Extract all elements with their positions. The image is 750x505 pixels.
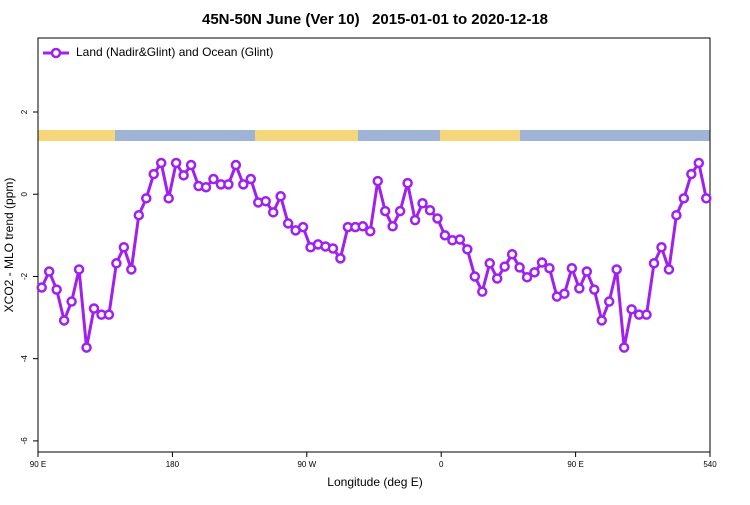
legend-marker bbox=[50, 47, 62, 59]
point bbox=[223, 179, 234, 190]
point bbox=[477, 286, 488, 297]
point bbox=[357, 221, 369, 232]
x-tick-label: 540 bbox=[703, 460, 717, 469]
point bbox=[566, 262, 578, 274]
point bbox=[626, 304, 637, 315]
point bbox=[671, 209, 682, 221]
point bbox=[282, 218, 294, 229]
point bbox=[275, 191, 286, 202]
point bbox=[439, 230, 451, 241]
point bbox=[574, 283, 585, 294]
point bbox=[81, 342, 92, 353]
point bbox=[141, 193, 152, 204]
point bbox=[58, 315, 70, 326]
point bbox=[618, 342, 630, 353]
point bbox=[335, 253, 346, 264]
point bbox=[589, 284, 600, 295]
legend-label: Land (Nadir&Glint) and Ocean (Glint) bbox=[76, 45, 273, 59]
map-strip bbox=[38, 130, 710, 141]
point bbox=[387, 221, 398, 232]
point bbox=[155, 157, 167, 169]
plot-frame bbox=[37, 37, 711, 453]
point bbox=[402, 177, 413, 189]
y-tick-label: -2 bbox=[20, 272, 29, 280]
point bbox=[544, 262, 555, 274]
point bbox=[126, 264, 137, 275]
point bbox=[462, 244, 473, 255]
point bbox=[185, 159, 197, 171]
point bbox=[693, 157, 705, 169]
point bbox=[238, 179, 249, 190]
y-tick-label: 0 bbox=[20, 191, 29, 196]
point bbox=[484, 258, 495, 269]
x-tick-label: 90 E bbox=[30, 460, 46, 469]
point bbox=[521, 272, 533, 283]
point bbox=[514, 262, 525, 273]
point bbox=[111, 258, 122, 269]
point bbox=[267, 207, 279, 218]
point bbox=[656, 242, 667, 253]
point bbox=[148, 168, 159, 180]
point bbox=[36, 282, 47, 293]
y-axis-label: XCO2 - MLO trend (ppm) bbox=[2, 178, 16, 313]
point bbox=[611, 264, 622, 275]
point bbox=[499, 261, 510, 272]
point bbox=[506, 249, 518, 260]
chart-title: 45N-50N June (Ver 10) 2015-01-01 to 2020… bbox=[202, 11, 548, 28]
y-tick-label: -4 bbox=[20, 355, 29, 363]
point bbox=[536, 257, 548, 268]
point bbox=[118, 242, 130, 253]
point bbox=[178, 170, 189, 181]
point bbox=[491, 273, 503, 284]
x-tick-label: 90 E bbox=[567, 460, 583, 469]
point bbox=[454, 234, 466, 245]
point bbox=[581, 266, 593, 277]
point bbox=[529, 267, 540, 278]
point bbox=[43, 266, 55, 277]
point bbox=[103, 309, 115, 320]
point bbox=[372, 175, 383, 187]
point bbox=[379, 205, 391, 217]
point bbox=[678, 193, 690, 204]
point bbox=[596, 315, 607, 326]
point bbox=[327, 243, 339, 254]
x-tick-label: 0 bbox=[439, 460, 444, 469]
point bbox=[663, 264, 675, 275]
point bbox=[686, 168, 697, 180]
point bbox=[260, 195, 271, 207]
point bbox=[200, 181, 212, 193]
point bbox=[417, 198, 428, 209]
point bbox=[648, 258, 660, 269]
point bbox=[394, 205, 406, 217]
point bbox=[559, 288, 570, 299]
y-tick-label: -6 bbox=[20, 437, 29, 445]
x-tick-label: 90 W bbox=[297, 460, 316, 469]
point bbox=[73, 264, 85, 275]
point bbox=[163, 193, 174, 204]
x-tick-label: 180 bbox=[166, 460, 180, 469]
point bbox=[230, 159, 242, 171]
point bbox=[365, 225, 376, 237]
y-tick-label: 2 bbox=[20, 109, 29, 114]
point bbox=[603, 296, 615, 307]
point bbox=[424, 205, 436, 216]
point bbox=[66, 296, 77, 307]
point bbox=[170, 157, 182, 169]
point bbox=[133, 209, 145, 221]
point bbox=[51, 284, 62, 295]
point bbox=[297, 221, 309, 233]
point bbox=[208, 173, 219, 185]
point bbox=[432, 213, 443, 224]
point bbox=[88, 303, 100, 314]
point bbox=[701, 193, 712, 204]
x-axis-label: Longitude (deg E) bbox=[327, 475, 422, 489]
point bbox=[409, 214, 421, 226]
point bbox=[245, 173, 257, 185]
point bbox=[469, 271, 481, 282]
point bbox=[641, 309, 652, 320]
